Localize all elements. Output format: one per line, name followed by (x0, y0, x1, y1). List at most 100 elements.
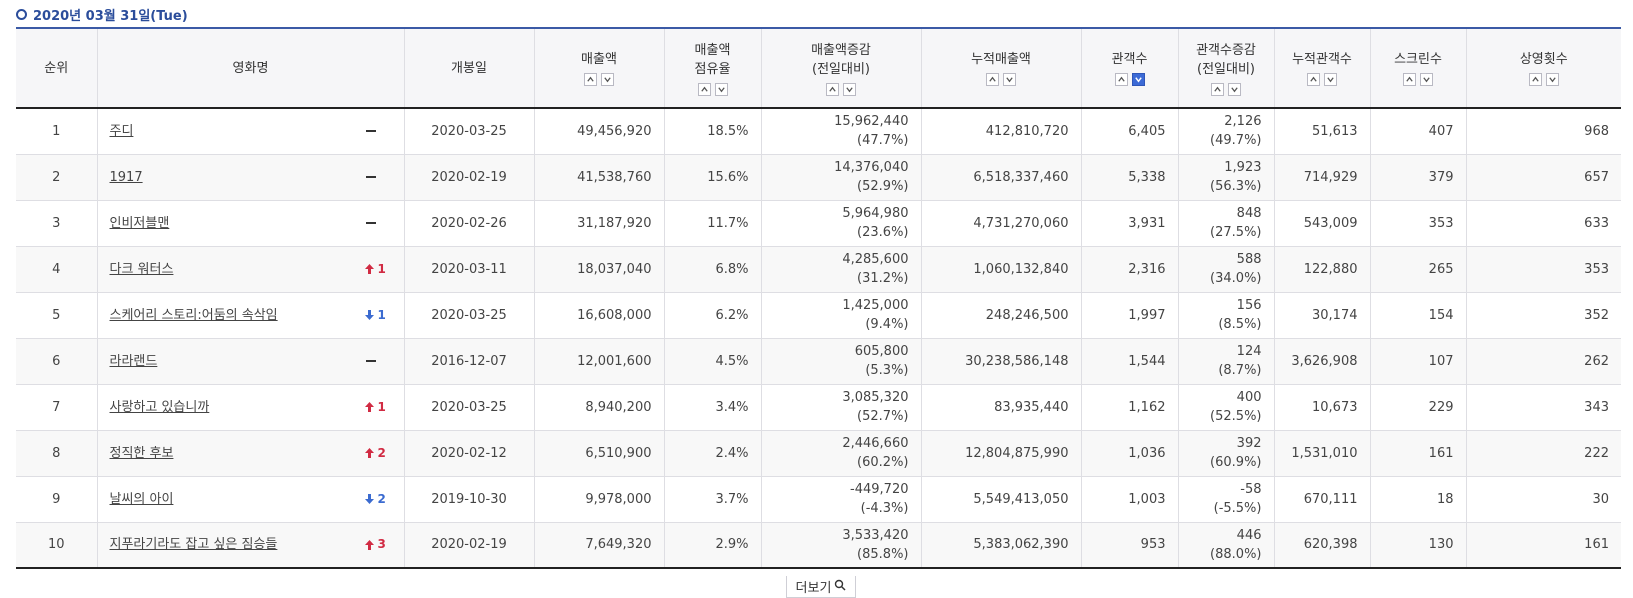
cell-title: 날씨의 아이 2 (96, 476, 404, 522)
cell-showings: 343 (1465, 384, 1621, 430)
movie-title-link[interactable]: 1917 (109, 169, 143, 185)
header-cum-sales: 누적매출액 (920, 28, 1081, 108)
sales-change-value: 605,800 (854, 344, 909, 359)
sort-cum-sales (926, 73, 1077, 86)
cell-sales: 41,538,760 (533, 154, 664, 200)
cell-audience: 2,316 (1080, 246, 1178, 292)
caret-down-icon[interactable] (1228, 82, 1241, 96)
cell-rank: 7 (52, 399, 61, 415)
cell-screens: 161 (1369, 430, 1466, 476)
sort-sales-change (766, 82, 917, 96)
cell-title: 다크 워터스 1 (96, 246, 404, 292)
caret-up-icon[interactable] (1403, 73, 1416, 86)
sort-share (669, 82, 757, 96)
caret-up-icon[interactable] (1211, 82, 1224, 96)
sales-change-pct: (23.6%) (857, 225, 909, 240)
cell-audience: 1,162 (1080, 384, 1178, 430)
caret-down-icon[interactable] (843, 82, 856, 96)
aud-change-pct: (34.0%) (1210, 271, 1262, 286)
table-row: 6 라라랜드 2016-12-07 12,001,600 4.5% 605,800 (5.3… (16, 338, 1621, 384)
caret-up-icon[interactable] (986, 73, 999, 86)
caret-down-icon[interactable] (1131, 73, 1145, 86)
table-row: 4 다크 워터스 1 2020-03-11 18,037,040 6.8% 4,285,60… (16, 246, 1621, 292)
cell-open-date: 2020-03-25 (403, 292, 534, 338)
cell-rank: 5 (52, 307, 61, 323)
caret-down-icon[interactable] (1545, 73, 1559, 86)
table-body: 1 주디 2020-03-25 49,456,920 18.5% 15,962,440 (4… (16, 108, 1621, 568)
caret-down-icon[interactable] (1420, 73, 1433, 86)
cell-screens: 130 (1369, 522, 1466, 568)
cell-aud-change: 400 (52.5%) (1177, 384, 1274, 430)
cell-title: 주디 (96, 108, 404, 154)
date-label: 2020년 03월 31일(Tue) (33, 8, 188, 24)
caret-up-icon[interactable] (1307, 73, 1320, 86)
caret-up-icon[interactable] (697, 82, 711, 96)
dash-icon (365, 176, 376, 178)
cell-rank: 9 (52, 491, 61, 507)
cell-cum-sales: 30,238,586,148 (920, 338, 1081, 384)
header-sales-change: 매출액증감 (전일대비) (760, 28, 921, 108)
cell-aud-change: 2,126 (49.7%) (1177, 108, 1274, 154)
aud-change-value: 124 (1236, 344, 1262, 359)
movie-title-link[interactable]: 날씨의 아이 (109, 491, 174, 507)
header-share-line1: 매출액 (694, 42, 731, 58)
aud-change-pct: (60.9%) (1210, 455, 1262, 470)
sales-change-value: 14,376,040 (834, 160, 909, 175)
cell-sales-change: 15,962,440 (47.7%) (760, 108, 921, 154)
cell-screens: 265 (1369, 246, 1466, 292)
caret-down-icon[interactable] (1324, 73, 1337, 86)
movie-title-link[interactable]: 정직한 후보 (109, 445, 174, 461)
cell-screens: 407 (1369, 108, 1466, 154)
aud-change-value: -58 (1240, 482, 1262, 497)
cell-cum-sales: 412,810,720 (920, 108, 1081, 154)
cell-title: 정직한 후보 2 (96, 430, 404, 476)
caret-down-icon[interactable] (601, 73, 614, 86)
movie-title-link[interactable]: 사랑하고 있습니까 (109, 399, 210, 415)
movie-title-link[interactable]: 지푸라기라도 잡고 싶은 짐승들 (109, 537, 278, 553)
cell-cum-audience: 10,673 (1273, 384, 1370, 430)
cell-screens: 18 (1369, 476, 1466, 522)
movie-title-link[interactable]: 스케어리 스토리:어둠의 속삭임 (109, 307, 278, 323)
cell-rank: 4 (52, 261, 61, 277)
cell-share: 6.8% (663, 246, 761, 292)
more-button[interactable]: 더보기 (786, 576, 856, 598)
rank-change-down: 1 (364, 306, 392, 325)
rank-change-up: 1 (364, 260, 392, 279)
movie-title-link[interactable]: 라라랜드 (109, 353, 158, 369)
rank-change-value: 2 (377, 445, 386, 460)
aud-change-value: 156 (1236, 298, 1262, 313)
cell-share: 6.2% (663, 292, 761, 338)
cell-cum-audience: 122,880 (1273, 246, 1370, 292)
rank-change-same (364, 176, 392, 178)
cell-cum-sales: 1,060,132,840 (920, 246, 1081, 292)
cell-cum-sales: 4,731,270,060 (920, 200, 1081, 246)
dash-icon (365, 130, 376, 133)
rank-change-same (364, 130, 392, 133)
cell-share: 2.9% (663, 522, 761, 568)
caret-down-icon[interactable] (1003, 73, 1016, 86)
caret-up-icon[interactable] (1528, 73, 1542, 86)
table-row: 8 정직한 후보 2 2020-02-12 6,510,900 2.4% 2,446,660… (16, 430, 1621, 476)
header-rank: 순위 (44, 60, 69, 76)
cell-open-date: 2020-02-19 (403, 154, 534, 200)
cell-open-date: 2020-02-26 (403, 200, 534, 246)
movie-title-link[interactable]: 주디 (109, 123, 134, 139)
sales-change-value: -449,720 (850, 482, 909, 497)
cell-cum-audience: 670,111 (1273, 476, 1370, 522)
cell-cum-audience: 543,009 (1273, 200, 1370, 246)
caret-up-icon[interactable] (1114, 73, 1128, 86)
table-row: 10 지푸라기라도 잡고 싶은 짐승들 3 2020-02-19 7,649,320 2.… (16, 522, 1621, 568)
sales-change-value: 3,533,420 (842, 527, 909, 543)
cell-sales: 16,608,000 (533, 292, 664, 338)
caret-down-icon[interactable] (714, 82, 728, 96)
caret-up-icon[interactable] (584, 73, 597, 86)
table-row: 3 인비저블맨 2020-02-26 31,187,920 11.7% 5,964,980… (16, 200, 1621, 246)
sales-change-value: 1,425,000 (842, 298, 909, 313)
header-cum-audience-label: 누적관객수 (1292, 52, 1352, 67)
movie-title-link[interactable]: 다크 워터스 (109, 261, 174, 277)
cell-title: 스케어리 스토리:어둠의 속삭임 1 (96, 292, 404, 338)
caret-up-icon[interactable] (826, 82, 839, 96)
cell-sales-change: 14,376,040 (52.9%) (760, 154, 921, 200)
movie-title-link[interactable]: 인비저블맨 (109, 215, 170, 231)
cell-audience: 5,338 (1080, 154, 1178, 200)
